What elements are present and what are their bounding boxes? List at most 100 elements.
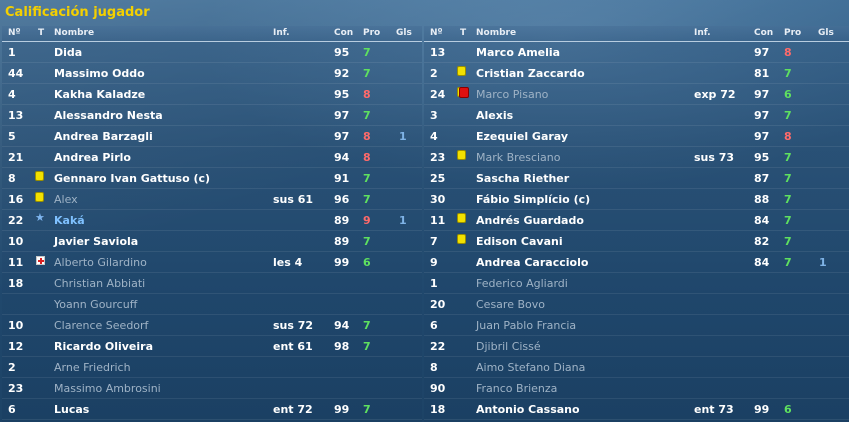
player-rating: 7 xyxy=(363,319,371,332)
player-row[interactable]: 11 Andrés Guardado 84 7 xyxy=(424,210,849,231)
player-condition: 96 xyxy=(334,193,350,206)
player-number: 25 xyxy=(430,172,446,185)
player-condition: 99 xyxy=(334,256,350,269)
player-number: 1 xyxy=(8,46,16,59)
player-info: sus 61 xyxy=(273,193,314,206)
player-condition: 98 xyxy=(334,340,350,353)
player-row[interactable]: 1 Dida 95 7 xyxy=(2,42,422,63)
player-row[interactable]: 22 Djibril Cissé xyxy=(424,336,849,357)
col-header-pro[interactable]: Pro xyxy=(784,28,802,38)
player-number: 4 xyxy=(8,88,16,101)
player-number: 24 xyxy=(430,88,446,101)
player-row[interactable]: 24 Marco Pisano exp 72 97 6 xyxy=(424,84,849,105)
player-row[interactable]: ★ 22 Kaká 89 9 1 xyxy=(2,210,422,231)
col-header-num[interactable]: Nº xyxy=(430,28,443,38)
player-condition: 91 xyxy=(334,172,350,185)
player-row[interactable]: 12 Ricardo Oliveira ent 61 98 7 xyxy=(2,336,422,357)
player-condition: 81 xyxy=(754,67,770,80)
player-rating: 7 xyxy=(784,256,792,269)
player-row[interactable]: 6 Juan Pablo Francia xyxy=(424,315,849,336)
player-row[interactable]: 2 Cristian Zaccardo 81 7 xyxy=(424,63,849,84)
status-cell xyxy=(457,402,469,416)
player-row[interactable]: 44 Massimo Oddo 92 7 xyxy=(2,63,422,84)
player-row[interactable]: 4 Kakha Kaladze 95 8 xyxy=(2,84,422,105)
player-row[interactable]: 23 Massimo Ambrosini xyxy=(2,378,422,399)
player-number: 22 xyxy=(8,214,24,227)
red-card-icon xyxy=(457,87,469,101)
player-name: Alberto Gilardino xyxy=(54,256,147,269)
player-number: 8 xyxy=(8,172,16,185)
col-header-t[interactable]: T xyxy=(460,28,467,38)
col-header-gls[interactable]: Gls xyxy=(396,28,412,38)
col-header-gls[interactable]: Gls xyxy=(818,28,834,38)
col-header-num[interactable]: Nº xyxy=(8,28,21,38)
injury-icon xyxy=(35,255,47,269)
col-header-name[interactable]: Nombre xyxy=(54,28,95,38)
status-cell xyxy=(35,318,47,332)
player-row[interactable]: 90 Franco Brienza xyxy=(424,378,849,399)
player-row[interactable]: Yoann Gourcuff xyxy=(2,294,422,315)
player-rating: 8 xyxy=(363,151,371,164)
player-row[interactable]: 1 Federico Agliardi xyxy=(424,273,849,294)
player-row[interactable]: 5 Andrea Barzagli 97 8 1 xyxy=(2,126,422,147)
status-cell xyxy=(35,66,47,80)
player-number: 5 xyxy=(8,130,16,143)
player-condition: 95 xyxy=(754,151,770,164)
yellow-card-icon xyxy=(35,192,47,206)
col-header-inf[interactable]: Inf. xyxy=(273,28,290,38)
player-row[interactable]: 23 Mark Bresciano sus 73 95 7 xyxy=(424,147,849,168)
player-rating: 6 xyxy=(363,256,371,269)
col-header-pro[interactable]: Pro xyxy=(363,28,381,38)
player-row[interactable]: 16 Alex sus 61 96 7 xyxy=(2,189,422,210)
player-number: 90 xyxy=(430,382,446,395)
col-header-t[interactable]: T xyxy=(38,28,45,38)
player-goals: 1 xyxy=(819,256,827,269)
status-cell xyxy=(457,297,469,311)
player-row[interactable]: 10 Clarence Seedorf sus 72 94 7 xyxy=(2,315,422,336)
player-name: Lucas xyxy=(54,403,90,416)
player-row[interactable]: 18 Christian Abbiati xyxy=(2,273,422,294)
player-condition: 87 xyxy=(754,172,770,185)
player-row[interactable]: 13 Alessandro Nesta 97 7 xyxy=(2,105,422,126)
player-row[interactable]: 2 Arne Friedrich xyxy=(2,357,422,378)
player-row[interactable]: 25 Sascha Riether 87 7 xyxy=(424,168,849,189)
player-rating: 6 xyxy=(784,403,792,416)
player-name: Ricardo Oliveira xyxy=(54,340,154,353)
player-name: Andrea Pirlo xyxy=(54,151,131,164)
col-header-name[interactable]: Nombre xyxy=(476,28,517,38)
home-team-ratings-table: Nº T Nombre Inf. Con Pro Gls 1 Dida 95 7 44 M… xyxy=(2,26,422,422)
player-row[interactable]: 10 Javier Saviola 89 7 xyxy=(2,231,422,252)
player-name: Juan Pablo Francia xyxy=(476,319,577,332)
player-row[interactable]: 30 Fábio Simplício (c) 88 7 xyxy=(424,189,849,210)
col-header-inf[interactable]: Inf. xyxy=(694,28,711,38)
player-row[interactable]: 8 Aimo Stefano Diana xyxy=(424,357,849,378)
yellow-card-icon xyxy=(35,171,47,185)
player-row[interactable]: 18 Antonio Cassano ent 73 99 6 xyxy=(424,399,849,420)
player-row[interactable]: 9 Andrea Caracciolo 84 7 1 xyxy=(424,252,849,273)
player-row[interactable]: 21 Andrea Pirlo 94 8 xyxy=(2,147,422,168)
player-name: Christian Abbiati xyxy=(54,277,146,290)
player-number: 11 xyxy=(8,256,24,269)
col-header-con[interactable]: Con xyxy=(334,28,354,38)
status-cell xyxy=(35,360,47,374)
player-condition: 97 xyxy=(754,130,770,143)
col-header-con[interactable]: Con xyxy=(754,28,774,38)
player-number: 23 xyxy=(8,382,24,395)
player-rating: 8 xyxy=(363,88,371,101)
player-rating: 7 xyxy=(784,193,792,206)
player-row[interactable]: 6 Lucas ent 72 99 7 xyxy=(2,399,422,420)
player-condition: 97 xyxy=(754,46,770,59)
player-number: 6 xyxy=(430,319,438,332)
player-row[interactable]: 3 Alexis 97 7 xyxy=(424,105,849,126)
player-number: 12 xyxy=(8,340,24,353)
player-row[interactable]: 13 Marco Amelia 97 8 xyxy=(424,42,849,63)
status-cell xyxy=(35,402,47,416)
table-header: Nº T Nombre Inf. Con Pro Gls xyxy=(424,26,849,42)
status-cell xyxy=(457,192,469,206)
player-row[interactable]: 11 Alberto Gilardino les 4 99 6 xyxy=(2,252,422,273)
player-row[interactable]: 7 Edison Cavani 82 7 xyxy=(424,231,849,252)
player-row[interactable]: 4 Ezequiel Garay 97 8 xyxy=(424,126,849,147)
player-condition: 88 xyxy=(754,193,770,206)
player-row[interactable]: 8 Gennaro Ivan Gattuso (c) 91 7 xyxy=(2,168,422,189)
player-row[interactable]: 20 Cesare Bovo xyxy=(424,294,849,315)
